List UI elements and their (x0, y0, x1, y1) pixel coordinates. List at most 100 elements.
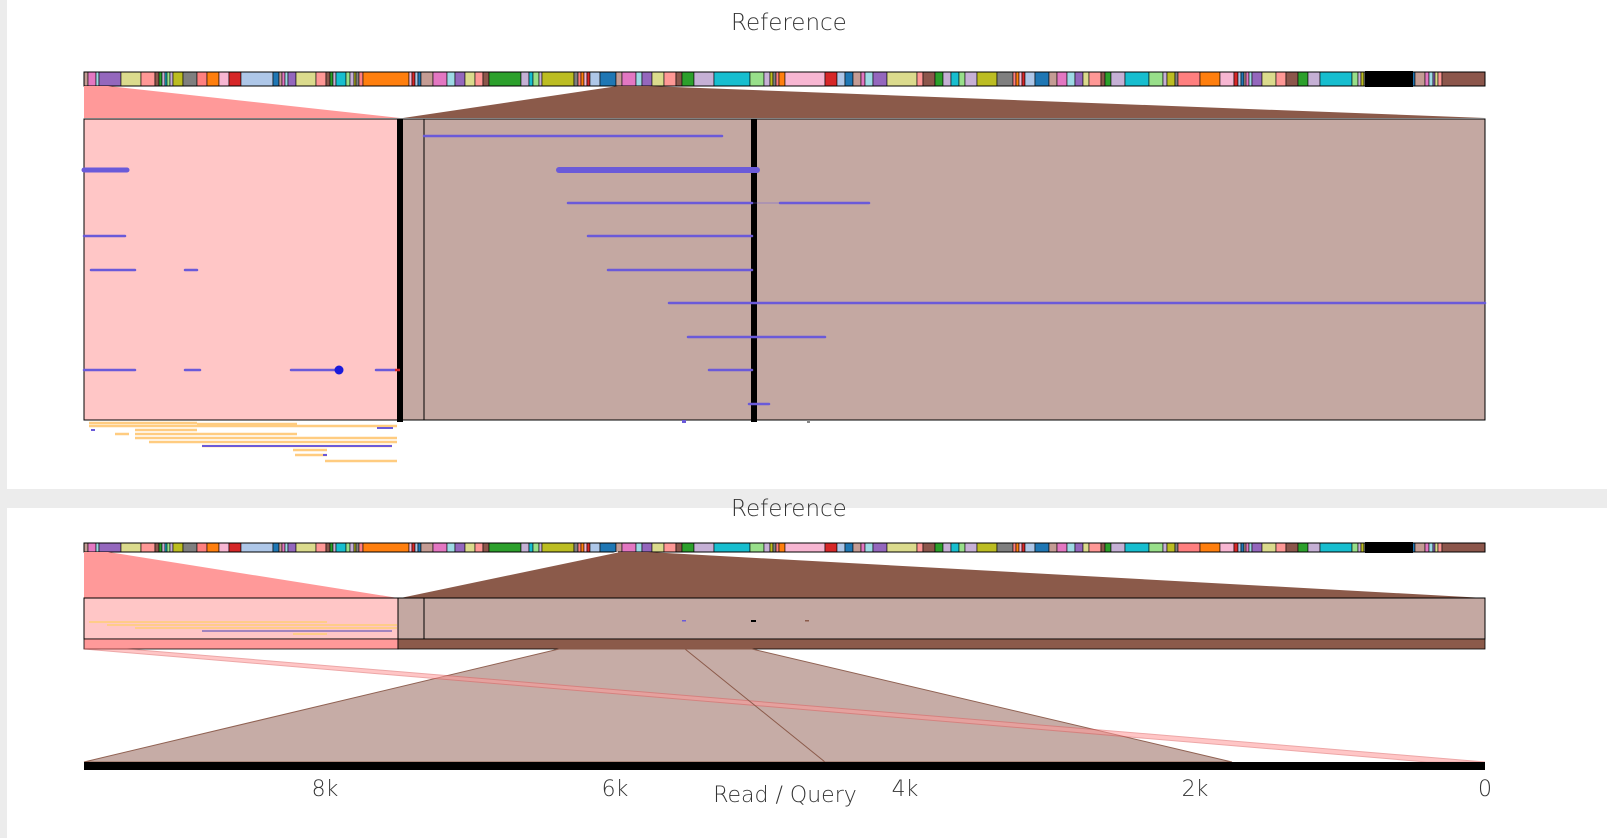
reference-segment (916, 71, 924, 87)
reference-segment (1428, 71, 1434, 87)
reference-segment (1357, 71, 1362, 87)
reference-segment (772, 542, 777, 553)
reference-segment (1104, 71, 1112, 87)
reference-segment (1066, 542, 1076, 553)
reference-bar-outline (83, 71, 1486, 87)
reference-segment (420, 542, 434, 553)
reference-segment (1124, 542, 1150, 553)
reference-segment (886, 542, 918, 553)
reference-segment (1240, 71, 1245, 87)
reference-segment (586, 71, 591, 87)
reference-segment (95, 71, 100, 87)
reference-segment (852, 71, 862, 87)
reference-segment (228, 71, 242, 87)
reference-segment (775, 542, 780, 553)
reference-segment (749, 542, 765, 553)
reference-segment (1148, 71, 1164, 87)
reference-segment (573, 71, 579, 87)
reference-segment (778, 71, 786, 87)
reference-segment (488, 71, 522, 87)
reference-segment (98, 71, 122, 87)
reference-segment (1248, 542, 1253, 553)
reference-segment (836, 71, 846, 87)
reference-segment (836, 542, 846, 553)
reference-segment (1245, 71, 1250, 87)
reference-segment (852, 542, 862, 553)
reference-segment (1233, 71, 1239, 87)
reference-segment (87, 71, 97, 87)
reference-segment (278, 71, 283, 87)
reference-segment (1248, 71, 1253, 87)
connector-edge (397, 551, 619, 599)
reference-segment (586, 542, 591, 553)
reference-segment (196, 71, 208, 87)
reference-dense-block (1365, 542, 1413, 553)
reference-segment (1424, 71, 1430, 87)
reference-segment (583, 542, 588, 553)
reference-segment (1437, 71, 1443, 87)
reference-segment (1275, 542, 1287, 553)
reference-segment (83, 71, 89, 87)
top-alignment-view[interactable] (7, 0, 1607, 489)
pink-alignment-block (83, 118, 401, 421)
reference-segment (713, 542, 751, 553)
reference-segment (520, 542, 530, 553)
reference-segment (1351, 542, 1359, 553)
reference-segment (417, 542, 422, 553)
x-axis-tick-label: 4k (892, 777, 919, 802)
reference-segment (295, 71, 317, 87)
reference-segment (335, 71, 347, 87)
reference-segment (95, 542, 100, 553)
reference-segment (446, 542, 456, 553)
pink-connector (84, 552, 398, 598)
reference-segment (1432, 71, 1436, 87)
reference-segment (583, 71, 588, 87)
reference-segment (417, 71, 422, 87)
reference-segment (295, 542, 317, 553)
reference-segment (287, 542, 297, 553)
reference-segment (844, 542, 854, 553)
reference-segment (772, 71, 777, 87)
reference-segment (1297, 71, 1309, 87)
reference-segment (1018, 71, 1023, 87)
reference-segment (651, 71, 665, 87)
reference-segment (335, 542, 347, 553)
reference-segment (872, 542, 888, 553)
reference-segment (218, 542, 230, 553)
reference-segment (161, 71, 166, 87)
reference-segment (284, 71, 289, 87)
x-axis-title: Read / Query (713, 783, 857, 808)
reference-segment (1110, 71, 1126, 87)
pink-connector (84, 86, 400, 118)
reference-segment (355, 542, 360, 553)
reference-segment (577, 542, 582, 553)
reference-segment (769, 71, 774, 87)
reference-segment (355, 71, 360, 87)
reference-segment (1166, 71, 1176, 87)
reference-segment (778, 542, 786, 553)
reference-segment (228, 542, 242, 553)
reference-segment (528, 542, 534, 553)
reference-segment (1162, 542, 1168, 553)
reference-segment (140, 71, 156, 87)
pink-read-strip (83, 638, 399, 650)
reference-segment (1015, 71, 1020, 87)
small-read-mark (751, 620, 756, 622)
reference-segment (1034, 71, 1050, 87)
reference-segment (182, 542, 198, 553)
reference-segment (615, 542, 623, 553)
reference-segment (358, 71, 364, 87)
reference-segment (872, 71, 888, 87)
bottom-alignment-view[interactable]: 8k 6k 4k 2k 0 Read / Query (7, 508, 1607, 838)
x-axis-tick-label: 2k (1182, 777, 1209, 802)
reference-segment (1414, 542, 1426, 553)
reference-segment (1319, 71, 1353, 87)
reference-segment (1424, 542, 1430, 553)
reference-segment (651, 542, 665, 553)
reference-segment (411, 71, 416, 87)
reference-segment (1307, 542, 1321, 553)
reference-segment (964, 71, 978, 87)
reference-segment (916, 542, 924, 553)
reference-segment (164, 542, 168, 553)
reference-segment (432, 71, 448, 87)
